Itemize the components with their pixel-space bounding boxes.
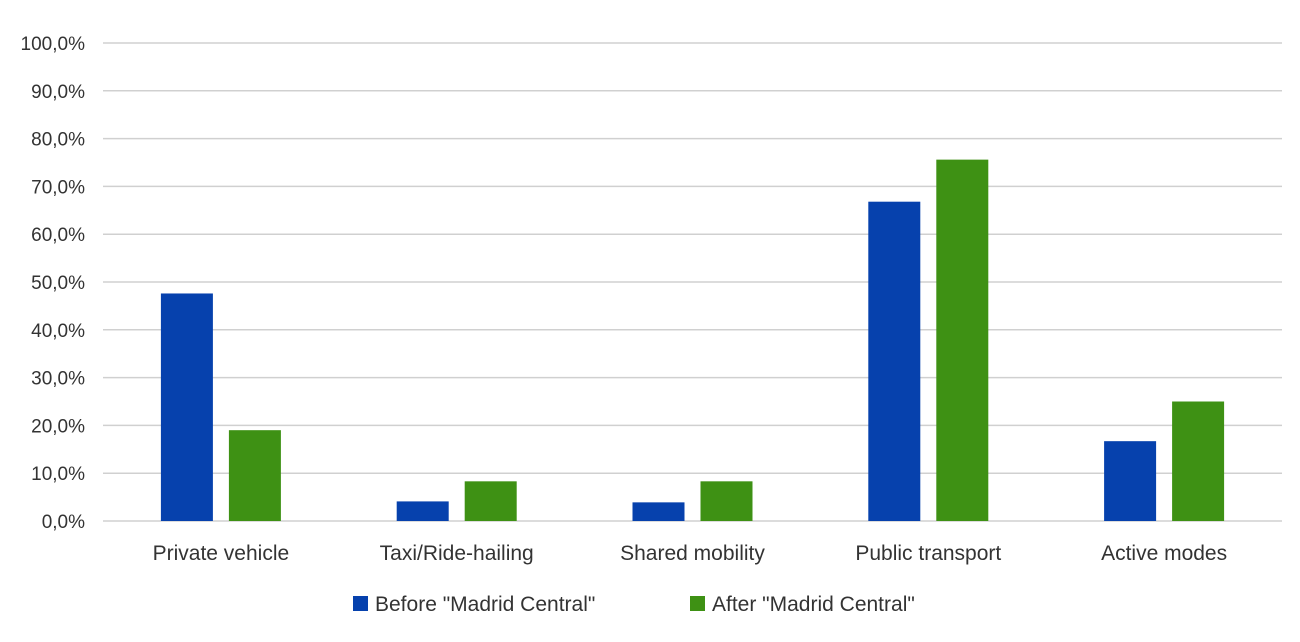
bar-after-0 (228, 430, 281, 521)
bar-after-4 (1172, 401, 1225, 521)
legend-swatch-before (353, 596, 368, 611)
legend: Before "Madrid Central" After "Madrid Cen… (353, 593, 915, 616)
bar-after-1 (464, 481, 517, 521)
bar-before-2 (632, 502, 685, 521)
y-tick-label: 100,0% (21, 34, 86, 55)
bar-after-2 (700, 481, 753, 521)
y-tick-label: 90,0% (31, 82, 85, 103)
y-tick-label: 30,0% (31, 369, 85, 390)
legend-swatch-after (690, 596, 705, 611)
y-tick-label: 80,0% (31, 130, 85, 151)
gridlines (103, 42, 1282, 522)
bars (160, 159, 1225, 522)
y-tick-label: 40,0% (31, 321, 85, 342)
y-tick-label: 10,0% (31, 464, 85, 485)
y-tick-label: 0,0% (42, 512, 85, 533)
legend-label-after: After "Madrid Central" (712, 593, 915, 616)
bar-after-3 (936, 159, 989, 521)
bar-before-1 (396, 501, 449, 521)
bar-before-3 (868, 201, 921, 522)
bar-before-4 (1104, 441, 1157, 521)
legend-label-before: Before "Madrid Central" (375, 593, 595, 616)
x-category-label: Active modes (1101, 542, 1227, 565)
x-category-label: Private vehicle (153, 542, 290, 565)
y-tick-label: 60,0% (31, 225, 85, 246)
y-tick-label: 70,0% (31, 177, 85, 198)
y-tick-label: 50,0% (31, 273, 85, 294)
y-tick-label: 20,0% (31, 416, 85, 437)
x-category-label: Public transport (855, 542, 1001, 565)
y-axis-tick-labels: 0,0% 10,0% 20,0% 30,0% 40,0% 50,0% 60,0% 70,0% 8… (21, 34, 86, 533)
bar-before-0 (160, 293, 213, 521)
x-axis-category-labels: Private vehicle Taxi/Ride-hailing Shared m… (153, 542, 1228, 565)
x-category-label: Taxi/Ride-hailing (380, 542, 534, 565)
x-category-label: Shared mobility (620, 542, 765, 565)
